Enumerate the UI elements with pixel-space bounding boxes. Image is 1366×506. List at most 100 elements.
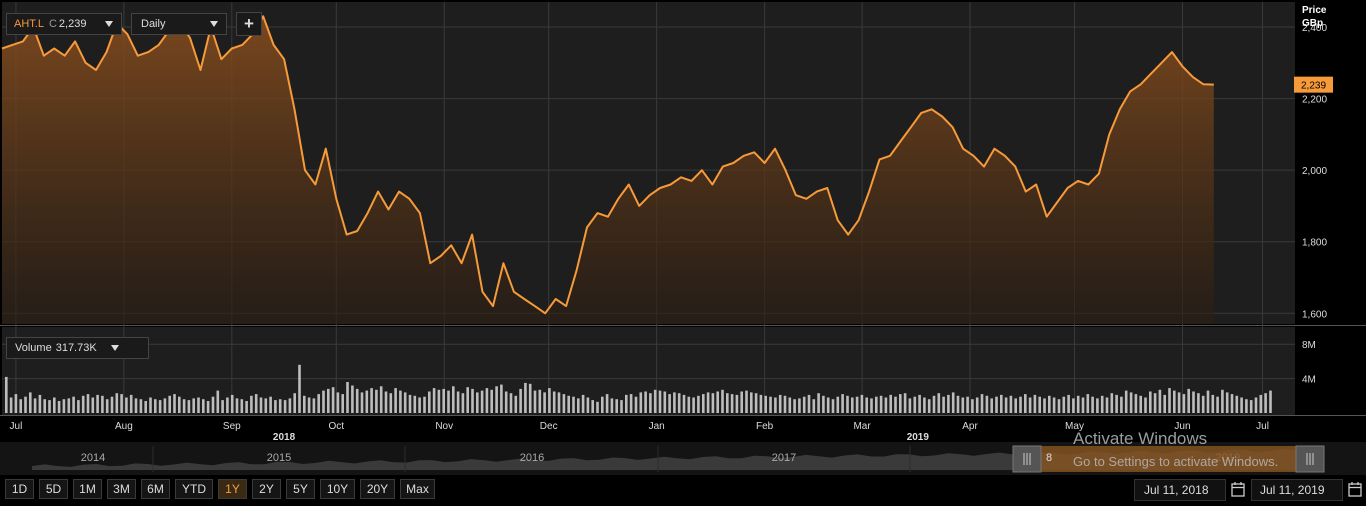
range-button-1d[interactable]: 1D xyxy=(5,479,34,499)
volume-bar xyxy=(1086,394,1090,413)
volume-bar xyxy=(1245,399,1248,413)
volume-bar xyxy=(53,397,56,413)
volume-bar xyxy=(769,396,772,413)
volume-bar xyxy=(173,394,176,413)
volume-bar xyxy=(1225,392,1229,413)
volume-bar xyxy=(846,395,849,413)
year-tick-label: 2018 xyxy=(273,432,296,443)
range-button-ytd[interactable]: YTD xyxy=(175,479,213,499)
volume-bar xyxy=(461,393,465,413)
volume-bar xyxy=(1038,396,1041,413)
add-indicator-button[interactable]: + xyxy=(236,12,262,36)
range-button-1y[interactable]: 1Y xyxy=(218,479,247,499)
volume-bar xyxy=(673,392,676,413)
last-price-label: 2,239 xyxy=(1301,81,1326,92)
volume-bar xyxy=(5,376,8,413)
volume-bar xyxy=(278,399,282,413)
volume-bar xyxy=(418,397,421,413)
volume-bar xyxy=(807,394,811,413)
from-date-field[interactable]: Jul 11, 2018 xyxy=(1134,479,1226,501)
volume-bar xyxy=(971,399,974,413)
volume-bar xyxy=(33,398,37,413)
volume-bar xyxy=(961,397,965,413)
volume-bar xyxy=(216,390,220,413)
volume-bar xyxy=(1158,389,1162,413)
volume-tick-label: 4M xyxy=(1302,375,1316,386)
volume-bar xyxy=(101,395,104,413)
volume-bar xyxy=(634,396,638,413)
range-button-max[interactable]: Max xyxy=(400,479,435,499)
volume-bar xyxy=(62,399,66,413)
volume-bar xyxy=(480,390,484,413)
volume-bar xyxy=(793,399,796,413)
volume-bar xyxy=(1024,394,1027,413)
price-axis-label: Price xyxy=(1302,5,1327,16)
navigator-layer: 201420152016201720198 xyxy=(32,445,1325,473)
volume-bar xyxy=(115,393,119,413)
month-tick-label: Nov xyxy=(435,421,453,432)
volume-bar xyxy=(163,398,167,413)
to-date-field[interactable]: Jul 11, 2019 xyxy=(1251,479,1343,501)
volume-bar xyxy=(1197,393,1200,413)
volume-bar xyxy=(351,385,354,413)
volume-bar xyxy=(596,401,599,413)
volume-bar xyxy=(668,394,671,413)
range-button-5y[interactable]: 5Y xyxy=(286,479,315,499)
volume-bar xyxy=(1182,394,1186,413)
volume-bar xyxy=(192,398,195,413)
volume-bar xyxy=(129,394,133,413)
interval-selector[interactable]: Daily xyxy=(131,13,227,35)
range-button-3m[interactable]: 3M xyxy=(107,479,136,499)
volume-bar xyxy=(995,396,998,413)
volume-bar xyxy=(86,394,90,413)
volume-bar xyxy=(1139,395,1142,413)
volume-tick-label: 8M xyxy=(1302,340,1316,351)
volume-bar xyxy=(57,401,61,413)
volume-selector[interactable]: Volume 317.73K xyxy=(6,337,149,359)
volume-bar xyxy=(1254,397,1258,413)
volume-bar xyxy=(202,399,205,413)
calendar-icon[interactable] xyxy=(1231,481,1245,497)
volume-bar xyxy=(447,390,450,413)
volume-bar xyxy=(557,392,561,413)
close-value: 2,239 xyxy=(58,18,87,30)
volume-bar xyxy=(1028,397,1032,413)
month-tick-label: Aug xyxy=(115,421,133,432)
volume-bar xyxy=(1211,394,1215,413)
volume-bar xyxy=(899,394,902,413)
volume-bar xyxy=(394,388,397,413)
range-button-2y[interactable]: 2Y xyxy=(252,479,281,499)
symbol-selector[interactable]: AHT.L C 2,239 xyxy=(6,13,122,35)
volume-bar xyxy=(740,391,743,413)
from-date-value: Jul 11, 2018 xyxy=(1144,483,1209,497)
volume-bar xyxy=(1221,389,1224,413)
navigator-window xyxy=(1041,446,1297,472)
month-tick-label: Oct xyxy=(329,421,345,432)
range-button-6m[interactable]: 6M xyxy=(141,479,170,499)
volume-bar xyxy=(644,391,647,413)
volume-label: Volume xyxy=(15,342,52,354)
volume-bar xyxy=(307,397,311,413)
volume-bar xyxy=(1096,398,1099,413)
volume-bar xyxy=(504,391,508,413)
calendar-icon[interactable] xyxy=(1348,481,1362,497)
volume-bar xyxy=(711,393,715,413)
volume-bar xyxy=(1129,392,1133,413)
activation-watermark-title: Activate Windows xyxy=(1073,429,1208,448)
volume-bar xyxy=(149,397,152,413)
volume-bar xyxy=(1043,398,1046,413)
volume-bar xyxy=(384,391,388,413)
symbol-label: AHT.L xyxy=(14,18,44,30)
volume-bar xyxy=(197,397,200,413)
volume-bar xyxy=(677,393,681,413)
volume-bar xyxy=(283,400,287,413)
range-button-10y[interactable]: 10Y xyxy=(320,479,355,499)
volume-bar xyxy=(1259,394,1263,413)
volume-bar xyxy=(298,364,301,413)
volume-bar xyxy=(663,391,667,413)
volume-bar xyxy=(485,388,489,413)
range-button-5d[interactable]: 5D xyxy=(39,479,68,499)
range-button-20y[interactable]: 20Y xyxy=(360,479,395,499)
range-button-1m[interactable]: 1M xyxy=(73,479,102,499)
month-tick-label: Mar xyxy=(853,421,871,432)
